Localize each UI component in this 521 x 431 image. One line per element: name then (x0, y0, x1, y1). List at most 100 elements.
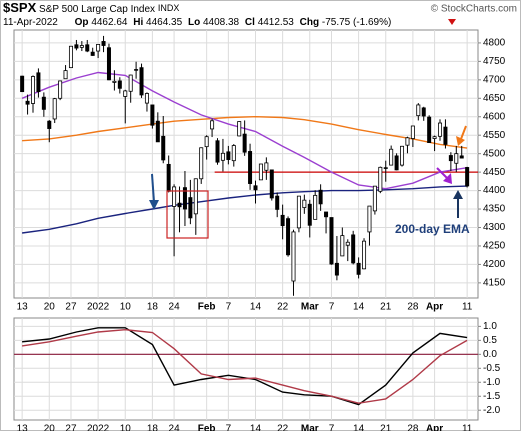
candle-body (307, 203, 312, 226)
line-series (22, 185, 468, 234)
arrow (460, 125, 467, 140)
candle-body (459, 155, 464, 159)
arrow (151, 173, 155, 203)
candle-body (286, 218, 291, 256)
x-tick-label: 18 (147, 302, 159, 313)
x-tick-label: 28 (407, 302, 419, 313)
candle-body (242, 133, 247, 153)
exchange: INDX (158, 3, 180, 13)
x-tick-label: 24 (169, 424, 181, 431)
x-tick-label: 7 (226, 424, 232, 431)
candle-body (36, 72, 41, 93)
candle-body (416, 104, 421, 117)
arrows (149, 125, 467, 218)
annotation: 200-day EMA (395, 222, 470, 236)
change-label: Chg (300, 17, 319, 28)
line-series (22, 327, 468, 406)
x-tick-label: 18 (147, 424, 159, 431)
candle-body (134, 69, 139, 71)
candle-body (63, 70, 68, 80)
x-tick-label: Feb (198, 424, 216, 431)
change-pct: (-1.69%) (353, 17, 391, 28)
candle-body (128, 74, 133, 92)
candle-body (226, 151, 231, 160)
candle-body (96, 43, 101, 52)
x-tick-label: 10 (120, 302, 132, 313)
x-tick-label: 11 (462, 302, 473, 313)
x-tick-label: 20 (44, 424, 56, 431)
candle-body (215, 140, 220, 163)
y-tick-label: 4150 (483, 278, 506, 289)
candle-body (112, 80, 117, 83)
x-tick-label: 13 (17, 302, 29, 313)
high-value: 4464.35 (146, 17, 183, 28)
low-label: Lo (188, 17, 200, 28)
candle-body (155, 120, 160, 143)
candle-body (275, 195, 280, 210)
candle-body (182, 187, 187, 210)
candle-body (296, 195, 301, 229)
arrow-head (443, 173, 452, 184)
x-tick-label: Apr (426, 302, 443, 313)
candle-body (123, 90, 128, 97)
candle-body (427, 116, 432, 143)
x-tick-label: 21 (380, 302, 392, 313)
candle-body (313, 194, 318, 220)
x-tick-label: 20 (44, 302, 56, 313)
candle-body (438, 122, 443, 137)
candle-body (52, 98, 57, 120)
candle-body (30, 76, 35, 104)
y-tick-label: 0.5 (483, 335, 497, 346)
y-tick-label: 4550 (483, 130, 506, 141)
candle-body (291, 231, 296, 282)
x-tick-label: 27 (65, 302, 77, 313)
credit: © StockCharts.com (431, 4, 517, 15)
low-value: 4408.38 (203, 17, 240, 28)
candle-body (150, 104, 155, 126)
y-tick-label: 4500 (483, 148, 506, 159)
x-tick-label: 22 (277, 302, 289, 313)
x-tick-label: Apr (426, 424, 443, 431)
candle-body (318, 189, 323, 205)
candle-body (188, 197, 193, 219)
y-tick-label: -1.5 (483, 391, 501, 402)
candle-body (85, 44, 90, 52)
y-tick-label: 4750 (483, 56, 506, 67)
candle-body (231, 145, 236, 162)
y-tick-label: -1.0 (483, 377, 501, 388)
x-tick-label: 21 (380, 424, 392, 431)
candle-body (161, 135, 166, 161)
line-series (21, 71, 468, 190)
y-tick-label: 4600 (483, 111, 506, 122)
candle-body (302, 199, 307, 208)
candle-body (139, 67, 144, 96)
y-tick-label: -2.0 (483, 405, 501, 416)
candle-body (410, 125, 415, 139)
x-tick-label: 10 (120, 424, 132, 431)
x-tick-label: 14 (353, 302, 365, 313)
x-tick-label: Feb (198, 302, 216, 313)
candle-body (340, 235, 345, 257)
candle-body (324, 211, 329, 218)
candle-body (465, 167, 470, 187)
y-tick-label: 4250 (483, 241, 506, 252)
oscillator-panel (13, 317, 479, 421)
candle-body (351, 234, 356, 264)
y-tick-label: 4450 (483, 167, 506, 178)
candle-body (74, 44, 79, 49)
x-tick-label: 2022 (87, 302, 110, 313)
high-label: Hi (133, 17, 143, 28)
candle-body (20, 75, 25, 93)
x-tick-label: 7 (226, 302, 232, 313)
candle-body (383, 167, 388, 169)
candle-body (372, 185, 377, 212)
change-value: -75.75 (322, 17, 351, 28)
candle-body (106, 47, 111, 81)
candle-body (378, 166, 383, 192)
candle-body (90, 51, 95, 56)
x-tick-label: 14 (353, 424, 365, 431)
candle-body (237, 121, 242, 137)
candle-body (47, 120, 52, 129)
x-tick-label: 22 (277, 424, 289, 431)
